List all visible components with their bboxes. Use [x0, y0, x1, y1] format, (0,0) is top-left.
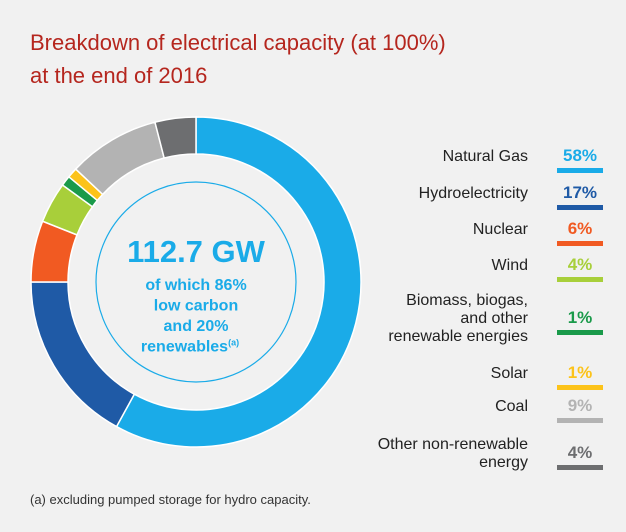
legend-swatch	[557, 330, 603, 335]
legend-label: Coal	[495, 398, 528, 415]
legend-label: Natural Gas	[442, 148, 528, 165]
center-text: renewables(a)	[141, 338, 239, 356]
inner-disc	[69, 155, 323, 409]
legend-label: Nuclear	[472, 221, 528, 238]
value-label: 4%	[567, 255, 593, 274]
legend-swatch	[557, 277, 603, 282]
center-text: low carbon	[154, 298, 238, 315]
donut-segment	[115, 116, 362, 448]
value-label: 1%	[567, 363, 593, 382]
inner-ring	[95, 181, 297, 383]
footnote: (a) excluding pumped storage for hydro c…	[30, 492, 311, 507]
donut-segment	[154, 116, 197, 159]
footnote-marker: (a)	[228, 338, 239, 348]
center-text: and 20%	[164, 318, 229, 335]
legend-swatch	[557, 168, 603, 173]
value-label: 4%	[567, 443, 593, 462]
legend-swatch	[557, 241, 603, 246]
value-label: 17%	[562, 183, 598, 202]
legend-label: Hydroelectricity	[418, 185, 528, 202]
legend-label: Solar	[490, 365, 528, 382]
chart-title: Breakdown of electrical capacity (at 100…	[30, 30, 446, 88]
legend-swatch	[557, 205, 603, 210]
center-value: 112.7 GW	[127, 234, 266, 269]
legend-label: Wind	[491, 257, 528, 274]
value-label: 1%	[567, 308, 593, 327]
legend-swatch	[557, 418, 603, 423]
legend-swatch	[557, 465, 603, 470]
legend-label: Biomass, biogas, and other renewable ene…	[388, 292, 528, 345]
legend-swatch	[557, 385, 603, 390]
value-label: 9%	[567, 396, 593, 415]
value-label: 58%	[562, 146, 598, 165]
center-text: of which 86%	[145, 277, 246, 294]
value-label: 6%	[567, 219, 593, 238]
legend-label: Other non-renewable energy	[377, 436, 528, 471]
